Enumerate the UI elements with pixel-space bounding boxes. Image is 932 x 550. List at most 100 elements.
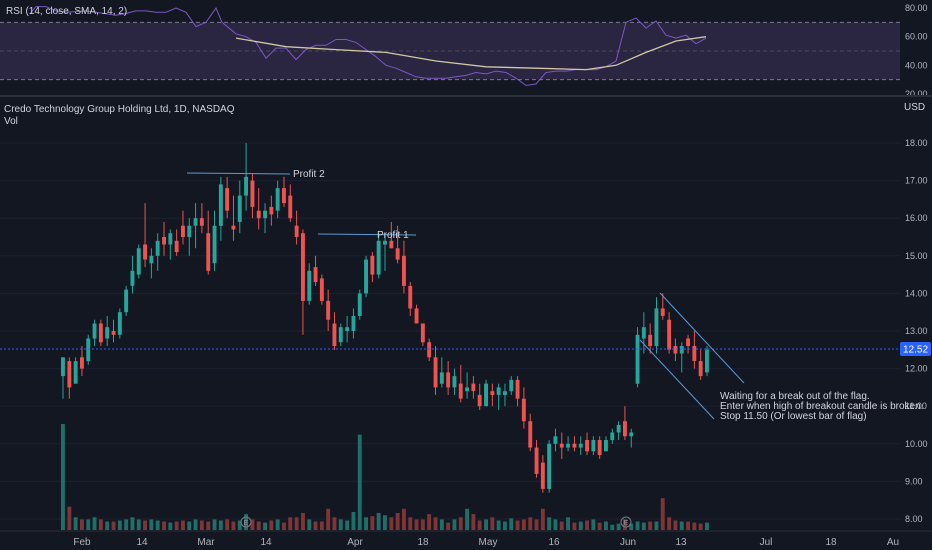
volume-bar — [509, 518, 514, 530]
candle-body — [427, 342, 432, 358]
price-tick-label: 16.00 — [905, 213, 928, 223]
candle-body — [269, 206, 274, 215]
candle-body — [667, 319, 672, 350]
candle-body — [553, 436, 558, 444]
candle — [402, 240, 406, 294]
candle-body — [484, 383, 488, 407]
candle-body — [117, 312, 122, 335]
candle-body — [616, 425, 621, 433]
candle-body — [408, 285, 413, 309]
flag-lower-line[interactable] — [639, 339, 715, 420]
candle-body — [692, 346, 697, 361]
candle — [143, 203, 147, 268]
candle-body — [155, 240, 160, 256]
candle — [244, 143, 248, 211]
earnings-marker-label: E — [624, 520, 629, 527]
candle — [604, 436, 608, 452]
candle-body — [578, 443, 583, 448]
volume-bar — [654, 521, 659, 530]
candle — [250, 173, 255, 219]
date-tick-label: 18 — [417, 537, 429, 548]
candle — [256, 188, 261, 230]
candle — [263, 203, 267, 234]
volume-bar — [338, 519, 343, 530]
volume-bar — [635, 521, 640, 530]
candle — [117, 308, 122, 339]
candle — [98, 319, 103, 347]
volume-bar — [484, 519, 488, 530]
date-tick-label: 13 — [675, 537, 687, 548]
candle — [275, 180, 280, 219]
candle-body — [313, 267, 318, 283]
price-tick-label: 17.00 — [905, 176, 928, 186]
date-tick-label: Mar — [197, 537, 215, 548]
price-pane: Credo Technology Group Holding Ltd, 1D, … — [0, 102, 931, 530]
volume-bar — [193, 519, 198, 530]
candle — [345, 315, 350, 343]
candle — [484, 379, 488, 407]
volume-bar — [395, 513, 400, 530]
volume-bar — [345, 520, 350, 530]
candle-body — [370, 255, 375, 275]
candle — [496, 383, 501, 410]
price-axis[interactable]: 18.00 17.00 16.00 15.00 14.00 13.00 12.00 11.00… — [0, 138, 928, 524]
volume-bar — [174, 521, 179, 530]
volume-bar — [181, 520, 185, 530]
candle-body — [439, 372, 444, 384]
candle-body — [111, 331, 116, 335]
candle-body — [124, 289, 129, 313]
candle-body — [80, 357, 84, 369]
candle-body — [698, 361, 703, 377]
note-line-3: Stop 11.50 (Or lowest bar of flag) — [720, 411, 867, 422]
candle-body — [635, 334, 640, 384]
candle-body — [654, 308, 659, 346]
candle — [269, 195, 274, 226]
volume-bar — [641, 522, 646, 530]
earnings-marker[interactable]: E — [620, 516, 632, 528]
candle — [408, 282, 413, 316]
candle-body — [458, 383, 463, 399]
profit2-line[interactable] — [186, 172, 291, 175]
volume-bar — [199, 520, 204, 530]
rsi-title: RSI (14, close, SMA, 14, 2) — [6, 6, 127, 17]
candle-body — [389, 240, 394, 249]
candle-body — [465, 387, 469, 392]
earnings-marker[interactable]: E — [240, 516, 252, 528]
volume-bar — [490, 517, 495, 530]
candle — [515, 376, 520, 407]
time-axis[interactable]: Feb 14 Mar 14 Apr 18 May 16 Jun 13 Jul 18 Au — [73, 537, 899, 548]
volume-label: Vol — [4, 116, 18, 127]
earnings-marker-label: E — [244, 520, 249, 527]
candle — [629, 428, 634, 448]
candle-body — [705, 349, 709, 373]
candle — [610, 428, 615, 444]
volume-bar — [237, 520, 242, 530]
candle-body — [534, 447, 539, 474]
candle-body — [73, 361, 78, 384]
candle — [206, 210, 211, 275]
candle-body — [162, 237, 166, 245]
volume-bar — [288, 517, 293, 530]
volume-bar — [319, 521, 324, 530]
candle — [705, 346, 709, 377]
candle-body — [288, 195, 293, 219]
candle — [67, 357, 72, 399]
candle-body — [282, 188, 286, 204]
candle — [288, 184, 293, 222]
candle-body — [168, 233, 173, 245]
candle — [597, 436, 602, 459]
flag-upper-line[interactable] — [659, 292, 745, 384]
note-line-2: Enter when high of breakout candle is br… — [720, 401, 923, 412]
candle — [566, 436, 570, 452]
candle-body — [547, 443, 552, 489]
candle — [231, 195, 236, 241]
profit1-line[interactable] — [317, 233, 417, 236]
candle-body — [250, 180, 255, 207]
candle-body — [332, 323, 337, 347]
candle — [654, 297, 659, 354]
candle-body — [136, 248, 141, 275]
volume-bar — [446, 522, 451, 530]
candle-body — [414, 308, 419, 324]
volume-bar — [294, 517, 299, 530]
